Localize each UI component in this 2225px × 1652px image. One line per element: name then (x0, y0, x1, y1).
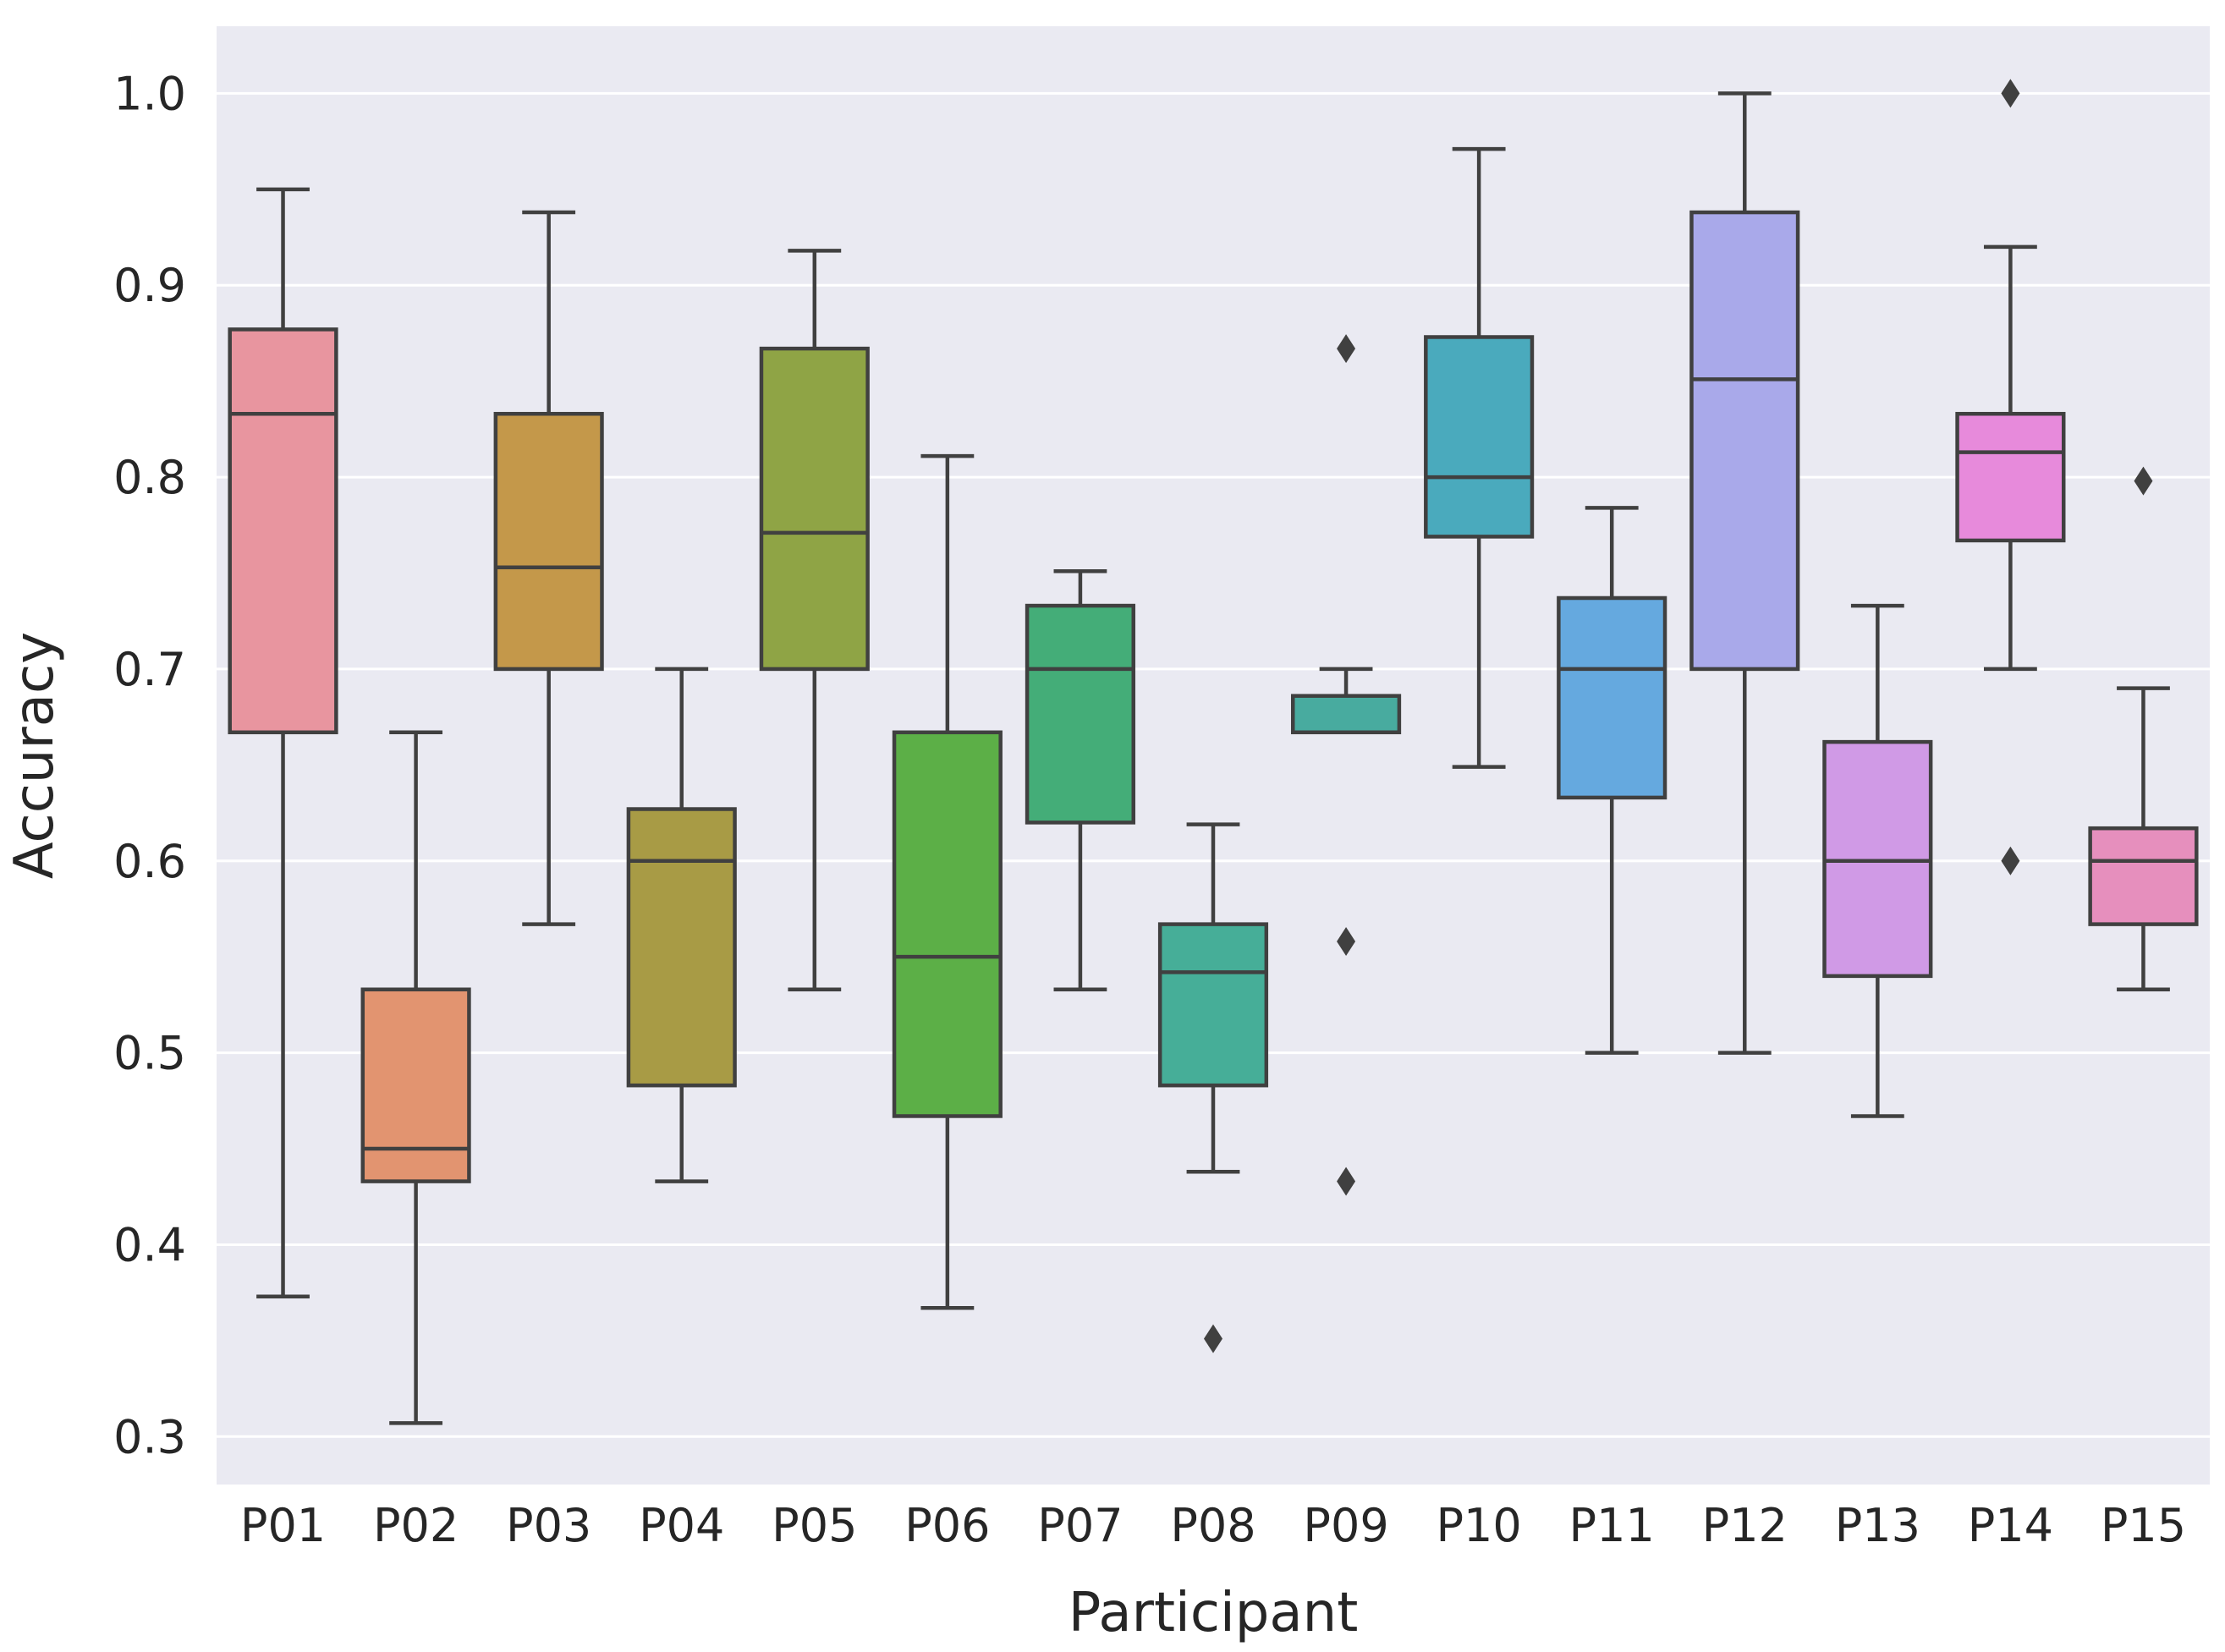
x-tick-label-P15: P15 (2101, 1499, 2186, 1552)
outlier-point (2001, 79, 2020, 108)
x-tick-label-P02: P02 (373, 1499, 459, 1552)
x-tick-label-P09: P09 (1303, 1499, 1388, 1552)
box-group-P12 (1689, 91, 1800, 1055)
box-group-P01 (228, 187, 338, 1298)
box-P04 (626, 807, 737, 1088)
y-tick-label: 0.4 (113, 1218, 186, 1271)
y-tick-label: 0.7 (113, 643, 186, 696)
box-P09 (1290, 694, 1402, 735)
box-group-P14 (1955, 79, 2066, 875)
outlier-point (1337, 1166, 1356, 1196)
box-P12 (1689, 210, 1800, 672)
box-group-P11 (1557, 506, 1667, 1055)
box-group-P03 (493, 210, 604, 926)
box-group-P15 (2088, 466, 2199, 991)
box-group-P06 (892, 453, 1003, 1310)
box-P10 (1424, 335, 1535, 539)
box-group-P04 (626, 667, 737, 1183)
box-group-P09 (1290, 334, 1402, 1196)
x-axis-title: Participant (1069, 1582, 1359, 1644)
y-tick-label: 1.0 (113, 67, 186, 120)
outlier-point (1337, 334, 1356, 364)
x-tick-label-P01: P01 (240, 1499, 326, 1552)
box-group-P07 (1025, 568, 1136, 991)
y-tick-label: 0.5 (113, 1027, 186, 1080)
x-tick-label-P06: P06 (904, 1499, 990, 1552)
y-axis-title: Accuracy (3, 632, 66, 879)
x-tick-label-P13: P13 (1835, 1499, 1920, 1552)
y-tick-labels: 0.3 0.4 0.5 0.6 0.7 0.8 0.9 1.0 (113, 67, 186, 1463)
box-group-P13 (1822, 603, 1933, 1118)
box-group-P08 (1157, 822, 1269, 1353)
boxes (228, 79, 2199, 1425)
outlier-point (1204, 1324, 1222, 1353)
x-tick-label-P05: P05 (772, 1499, 857, 1552)
x-tick-label-P12: P12 (1702, 1499, 1788, 1552)
box-P01 (228, 327, 338, 735)
box-group-P05 (759, 249, 870, 991)
y-tick-label: 0.6 (113, 835, 186, 888)
x-tick-label-P08: P08 (1170, 1499, 1255, 1552)
box-P06 (892, 730, 1003, 1118)
outlier-point (1337, 927, 1356, 957)
x-tick-label-P14: P14 (1968, 1499, 2053, 1552)
outlier-point (2134, 466, 2153, 496)
box-group-P02 (360, 730, 471, 1425)
x-tick-label-P03: P03 (506, 1499, 591, 1552)
x-tick-label-P10: P10 (1436, 1499, 1521, 1552)
x-tick-label-P07: P07 (1037, 1499, 1123, 1552)
x-tick-labels: P01 P02 P03 P04 P05 P06 P07 P08 P09 P10 P11 P12 P13 P… (240, 1499, 2186, 1552)
box-P05 (759, 346, 870, 672)
box-P07 (1025, 603, 1136, 825)
outlier-point (2001, 846, 2020, 875)
y-tick-label: 0.9 (113, 259, 186, 312)
box-P11 (1557, 595, 1667, 800)
box-group-P10 (1424, 146, 1535, 769)
box-P15 (2088, 826, 2199, 926)
y-tick-label: 0.3 (113, 1410, 186, 1463)
box-P14 (1955, 411, 2066, 543)
box-P03 (493, 411, 604, 672)
y-tick-label: 0.8 (113, 451, 186, 504)
x-tick-label-P11: P11 (1569, 1499, 1655, 1552)
box-P08 (1157, 922, 1269, 1088)
box-P02 (360, 987, 471, 1183)
x-tick-label-P04: P04 (639, 1499, 724, 1552)
box-P13 (1822, 739, 1933, 979)
